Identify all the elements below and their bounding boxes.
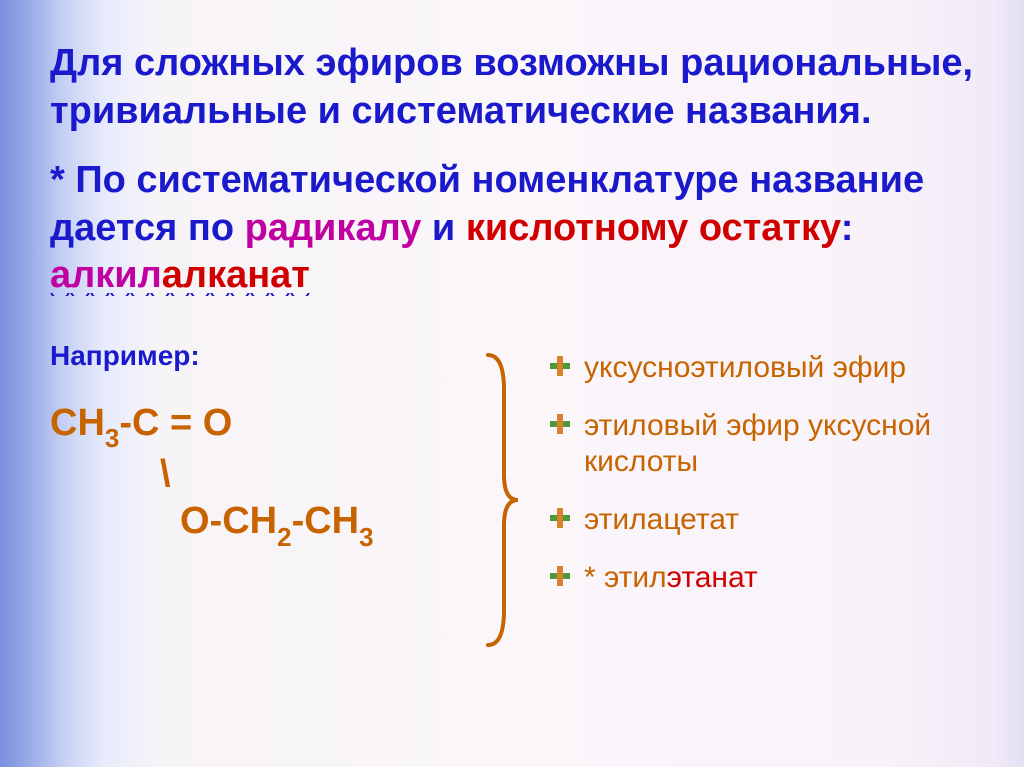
subheading-and: и [421, 207, 465, 249]
subheading-acid: кислотному остатку [466, 207, 841, 249]
example-label: Например: [50, 340, 450, 372]
chemical-formula: CH3-C = O \ O-CH2-CH3 [50, 400, 450, 550]
plus-bullet-icon [550, 566, 570, 586]
bullet-text-part2: этанат [667, 561, 758, 594]
plus-bullet-icon [550, 356, 570, 376]
brace-icon [480, 350, 520, 650]
formula-line3-a: O-CH [180, 500, 277, 542]
subheading-colon: : [841, 207, 854, 249]
left-column: Например: CH3-C = O \ O-CH2-CH3 [50, 340, 450, 550]
formula-line3: O-CH2-CH3 [50, 498, 450, 549]
list-item: уксусноэтиловый эфир [550, 350, 974, 386]
list-item: этилацетат [550, 502, 974, 538]
bullet-list: уксусноэтиловый эфир этиловый эфир уксус… [550, 350, 974, 596]
right-column: уксусноэтиловый эфир этиловый эфир уксус… [550, 340, 974, 618]
formula-line1-sub1: 3 [105, 423, 119, 453]
formula-line1-a: CH [50, 402, 105, 444]
bullet-text-part1: * этил [584, 561, 667, 594]
subheading-radical: радикалу [245, 207, 422, 249]
subheading-alkanoate: алканат [162, 254, 310, 296]
plus-bullet-icon [550, 508, 570, 528]
formula-line1: CH3-C = O [50, 400, 450, 451]
list-item: этиловый эфир уксусной кислоты [550, 408, 974, 480]
bullet-text: этилацетат [584, 503, 739, 536]
list-item: * этилэтанат [550, 560, 974, 596]
curly-brace [480, 350, 520, 650]
formula-line2: \ [50, 451, 450, 499]
bullet-text: этиловый эфир уксусной кислоты [584, 409, 931, 478]
formula-line1-b: -C = O [119, 402, 232, 444]
lower-row: Например: CH3-C = O \ O-CH2-CH3 [50, 340, 974, 650]
subheading-alkyl: алкил [50, 254, 162, 296]
formula-line3-sub1: 2 [277, 522, 291, 552]
heading: Для сложных эфиров возможны рациональные… [50, 40, 974, 135]
subheading: * По систематической номенклатуре назван… [50, 157, 974, 300]
bullet-text: уксусноэтиловый эфир [584, 351, 906, 384]
plus-bullet-icon [550, 414, 570, 434]
heading-text: Для сложных эфиров возможны рациональные… [50, 42, 973, 132]
formula-line3-sub2: 3 [359, 522, 373, 552]
formula-line3-b: -CH [292, 500, 360, 542]
slide-background: Для сложных эфиров возможны рациональные… [0, 0, 1024, 767]
